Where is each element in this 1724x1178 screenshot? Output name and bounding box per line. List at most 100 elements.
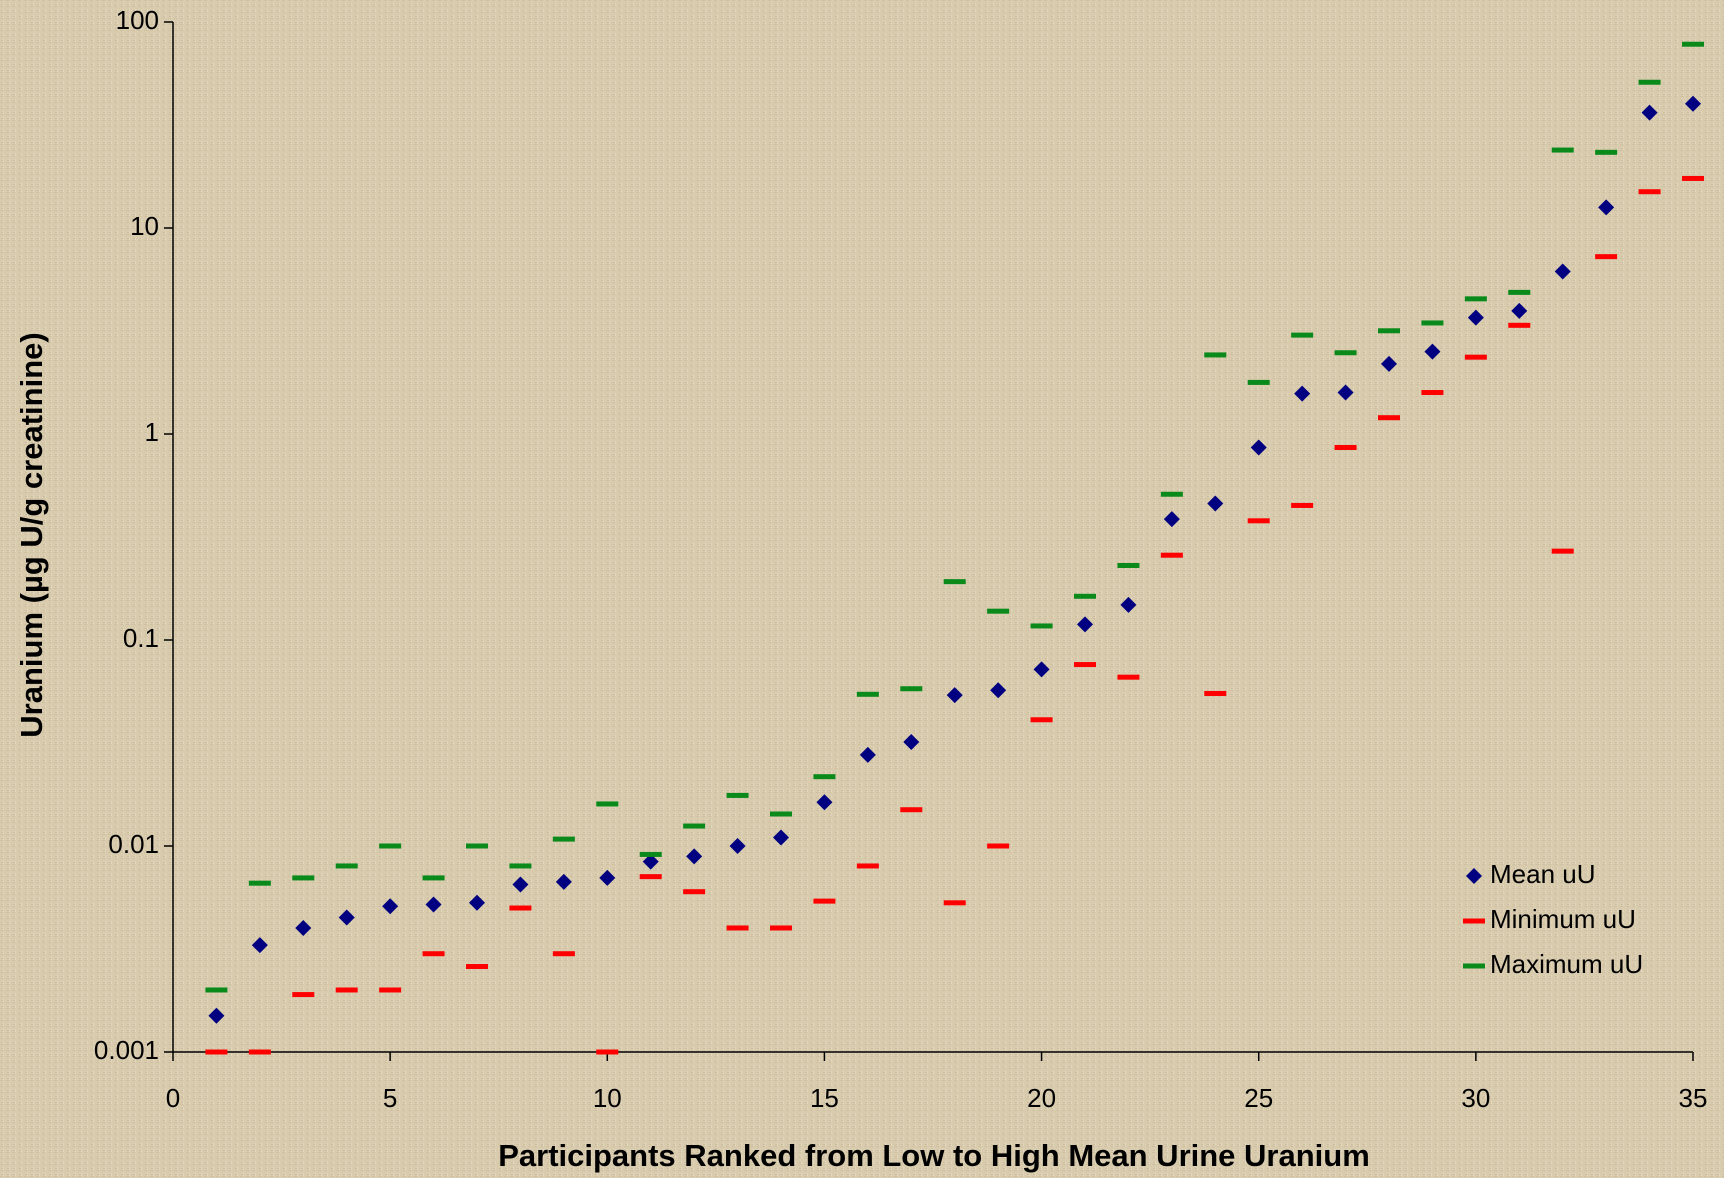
- x-axis-title: Participants Ranked from Low to High Mea…: [498, 1138, 1370, 1173]
- mean-point: [1424, 343, 1441, 360]
- range-dash: [552, 951, 575, 957]
- range-dash: [1160, 491, 1183, 497]
- x-tick-label: 0: [166, 1083, 180, 1113]
- y-tick-label: 0.1: [123, 623, 159, 653]
- range-dash: [596, 1049, 619, 1055]
- mean-point: [1077, 616, 1093, 633]
- mean-point: [1381, 355, 1397, 372]
- mean-point: [251, 937, 268, 954]
- mean-point: [512, 876, 529, 893]
- range-dash: [1334, 444, 1357, 450]
- mean-point: [208, 1007, 225, 1024]
- range-dash: [1464, 354, 1487, 360]
- range-dash: [335, 863, 358, 869]
- range-dash: [987, 843, 1010, 849]
- range-dash: [943, 900, 966, 906]
- range-dash: [205, 987, 228, 993]
- y-tick-label: 1: [145, 417, 159, 447]
- range-dash: [466, 843, 488, 849]
- range-dash: [1030, 623, 1053, 629]
- range-dash: [1421, 390, 1444, 396]
- range-dash: [422, 951, 445, 957]
- mean-point: [729, 838, 746, 854]
- x-tick-label: 10: [593, 1083, 622, 1113]
- legend-marker: [1463, 918, 1485, 924]
- range-dash: [1160, 552, 1183, 558]
- mean-point: [946, 687, 963, 704]
- range-dash: [1204, 352, 1227, 358]
- range-dash: [813, 774, 836, 780]
- range-dash: [1378, 328, 1400, 334]
- x-tick-label: 15: [810, 1083, 839, 1113]
- mean-point: [1685, 95, 1701, 112]
- range-dash: [1291, 502, 1314, 508]
- x-tick-label: 25: [1244, 1083, 1273, 1113]
- range-dash: [1378, 415, 1400, 421]
- range-dash: [1074, 593, 1096, 599]
- range-dash: [943, 579, 966, 585]
- range-dash: [900, 807, 923, 813]
- range-dash: [900, 686, 923, 692]
- range-dash: [1334, 350, 1357, 356]
- mean-point: [1598, 199, 1615, 216]
- range-dash: [379, 987, 402, 993]
- mean-point: [1511, 302, 1528, 319]
- range-dash: [1595, 254, 1618, 260]
- mean-point: [469, 894, 485, 911]
- range-dash: [1204, 690, 1227, 696]
- y-axis-title: Uranium (µg U/g creatinine): [14, 332, 49, 737]
- mean-point: [990, 682, 1007, 699]
- range-dash: [1595, 149, 1618, 155]
- x-tick-label: 35: [1679, 1083, 1708, 1113]
- mean-point: [1250, 439, 1267, 456]
- range-dash: [292, 992, 315, 998]
- range-dash: [1117, 674, 1140, 680]
- x-tick-label: 30: [1461, 1083, 1490, 1113]
- x-tick-label: 5: [383, 1083, 397, 1113]
- range-dash: [596, 801, 619, 807]
- mean-point: [1033, 661, 1050, 678]
- mean-point: [1163, 511, 1180, 528]
- range-dash: [1551, 147, 1574, 153]
- y-tick-label: 0.01: [108, 829, 159, 859]
- range-dash: [726, 792, 749, 798]
- y-tick-label: 0.001: [94, 1035, 159, 1065]
- mean-point: [1207, 495, 1224, 512]
- range-dash: [1638, 79, 1661, 85]
- legend-marker: [1463, 963, 1485, 969]
- mean-point: [859, 746, 876, 763]
- mean-point: [903, 733, 920, 750]
- range-dash: [1551, 548, 1574, 554]
- range-dash: [1638, 189, 1661, 195]
- mean-point: [555, 873, 572, 890]
- range-dash: [813, 898, 836, 904]
- mean-point: [1120, 596, 1137, 613]
- mean-point: [425, 896, 442, 913]
- range-dash: [1030, 717, 1053, 723]
- mean-point: [642, 853, 659, 870]
- range-dash: [509, 863, 532, 869]
- mean-point: [338, 909, 355, 926]
- range-dash: [639, 851, 662, 857]
- range-dash: [1464, 296, 1487, 302]
- range-dash: [248, 880, 271, 886]
- range-dash: [422, 875, 445, 881]
- mean-point: [773, 829, 789, 846]
- range-dash: [1074, 662, 1096, 668]
- legend-label: Maximum uU: [1490, 949, 1643, 979]
- mean-point: [1467, 309, 1484, 326]
- range-dash: [770, 925, 792, 931]
- range-dash: [292, 875, 315, 881]
- range-dash: [987, 608, 1010, 614]
- range-dash: [466, 964, 488, 970]
- y-tick-label: 100: [116, 5, 159, 35]
- range-dash: [379, 843, 402, 849]
- range-dash: [1508, 322, 1531, 328]
- range-dash: [683, 889, 706, 895]
- range-dash: [1508, 289, 1531, 295]
- range-dash: [509, 905, 532, 911]
- range-dash: [1682, 41, 1704, 47]
